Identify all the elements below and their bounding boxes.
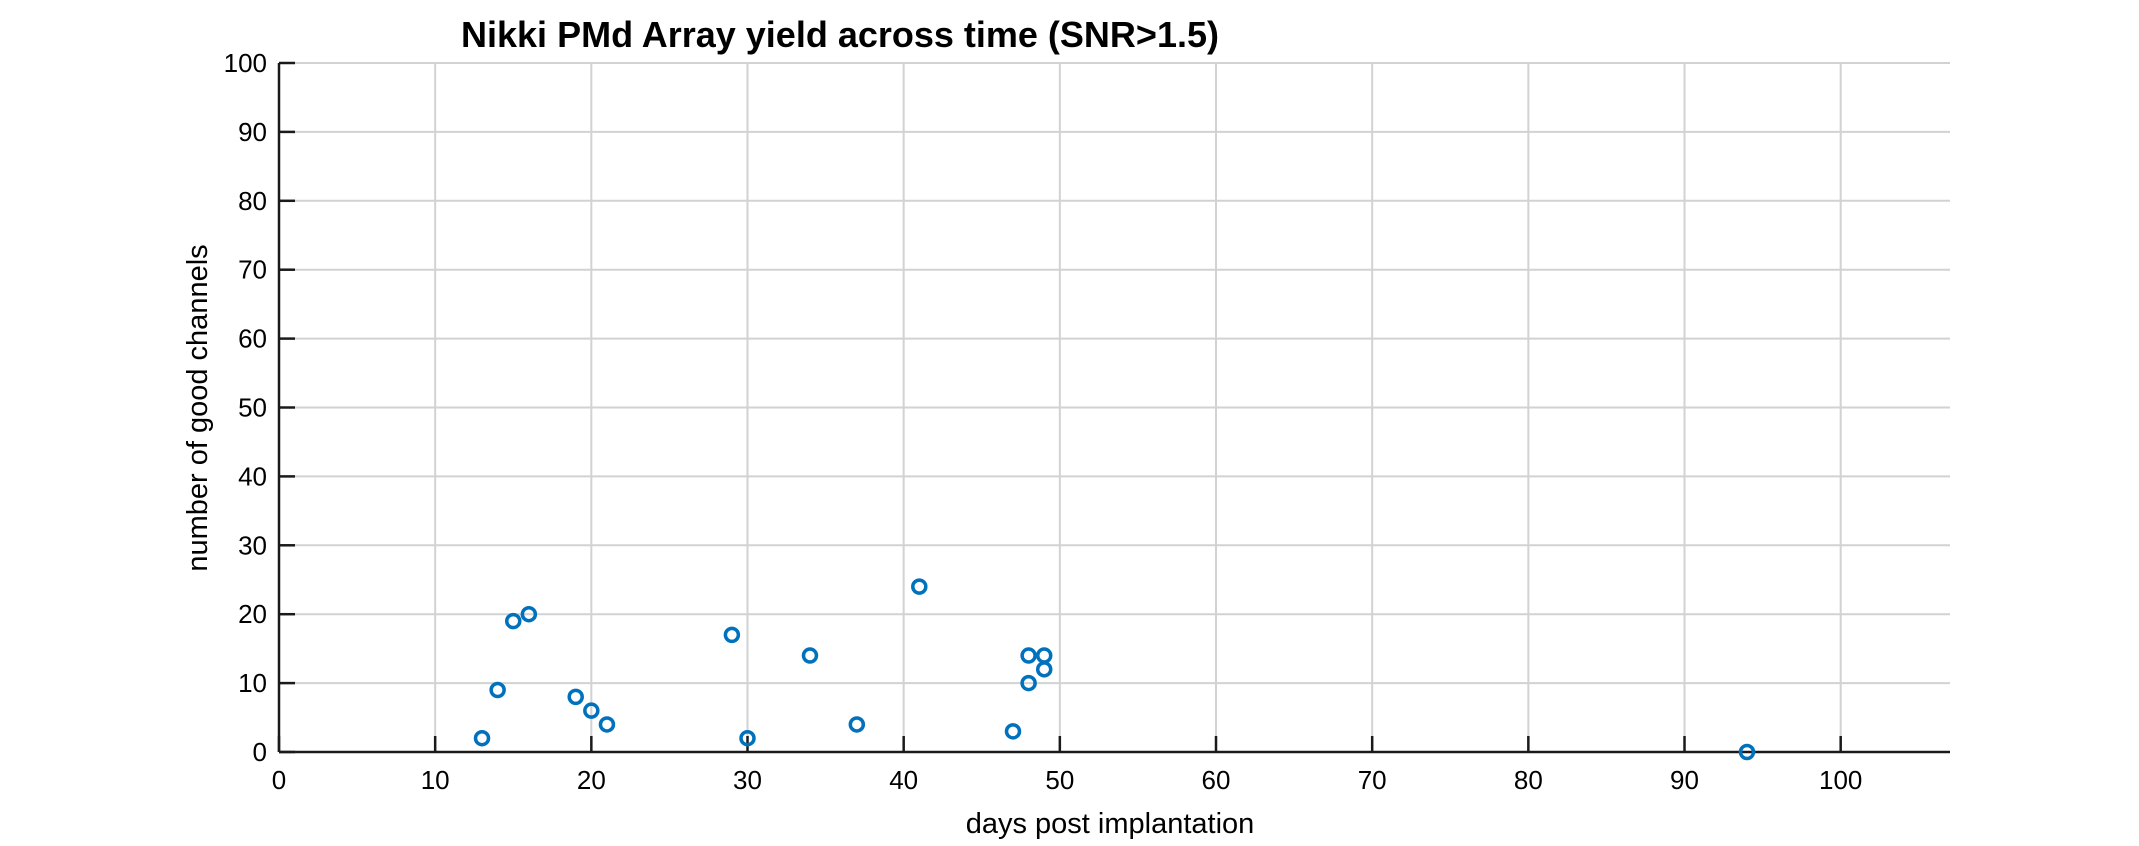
data-point: [520, 605, 538, 623]
x-tick-label: 20: [577, 765, 606, 795]
data-point: [739, 729, 756, 747]
data-point: [567, 688, 584, 706]
data-point: [1035, 661, 1053, 678]
y-tick-label: 10: [238, 668, 267, 698]
y-tick-label: 90: [238, 117, 267, 147]
chart-title: Nikki PMd Array yield across time (SNR>1…: [461, 14, 1219, 55]
data-point: [1020, 647, 1037, 664]
x-tick-label: 100: [1819, 765, 1862, 795]
y-axis-label: number of good channels: [182, 244, 214, 571]
y-tick-label: 40: [238, 461, 267, 491]
y-tick-label: 50: [238, 393, 267, 423]
data-point: [848, 716, 866, 733]
x-tick-label: 10: [421, 765, 450, 795]
data-point: [1004, 723, 1022, 740]
data-point: [583, 702, 600, 719]
axes: [277, 61, 1950, 754]
y-tick-label: 0: [253, 737, 267, 767]
x-tick-label: 90: [1670, 765, 1699, 795]
y-tick-label: 80: [238, 186, 267, 216]
x-tick-label: 30: [733, 765, 762, 795]
data-point: [723, 626, 741, 644]
y-tick-label: 20: [238, 599, 267, 629]
x-tick-label: 50: [1045, 765, 1074, 795]
x-tick-label: 40: [889, 765, 918, 795]
data-point: [911, 578, 928, 595]
y-tick-label: 70: [238, 255, 267, 285]
y-tick-label: 100: [224, 48, 267, 78]
data-points: [473, 578, 1756, 761]
x-tick-label: 80: [1514, 765, 1543, 795]
data-point: [473, 729, 491, 747]
x-tick-label: 0: [272, 765, 286, 795]
x-axis-label: days post implantation: [966, 808, 1255, 840]
data-point: [598, 716, 616, 733]
grid-lines: [279, 62, 1950, 752]
x-tick-label: 70: [1358, 765, 1387, 795]
data-point: [505, 612, 522, 630]
data-point: [1035, 647, 1053, 664]
data-point: [489, 681, 506, 699]
x-tick-label: 60: [1202, 765, 1231, 795]
tick-labels: 0 10 20 30 40 50 60 70 80 90 100 0 10 20 30 40 50 60 70 80 9…: [224, 48, 1863, 795]
y-tick-label: 30: [238, 530, 267, 560]
y-tick-label: 60: [238, 324, 267, 354]
data-point: [801, 647, 819, 664]
data-point: [1738, 743, 1756, 761]
data-point: [1020, 674, 1037, 692]
